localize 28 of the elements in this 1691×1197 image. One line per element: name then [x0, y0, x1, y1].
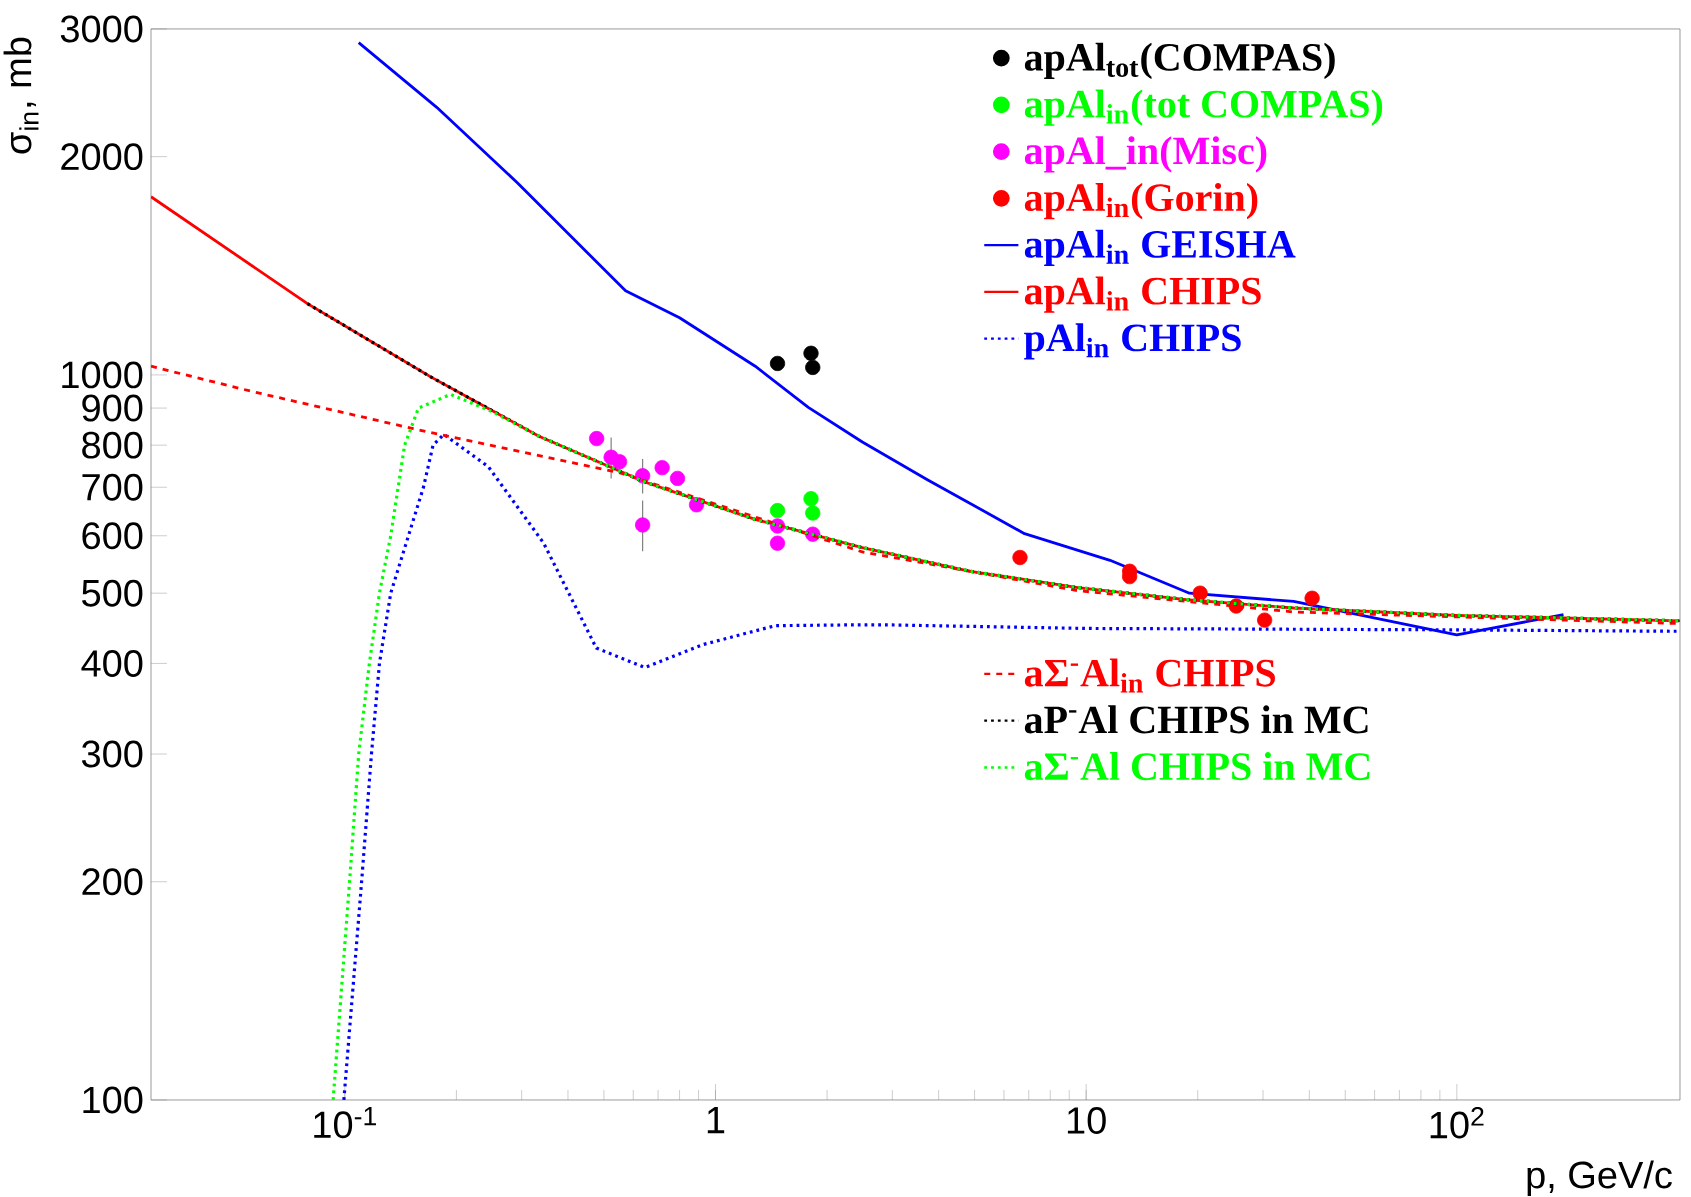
x-tick-label: 10 [1067, 1107, 1106, 1134]
legend-label: aP$^{-}$Al CHIPS in MC [1024, 705, 1368, 734]
y-tick-label: 3000 [60, 15, 143, 43]
legend-label: aΣ$^{-}$Al$_{in}$ CHIPS [1024, 658, 1275, 693]
y-tick-label: 700 [82, 473, 143, 501]
y-tick-label: 300 [81, 740, 143, 768]
x-axis-title: p, GeV/c [1527, 1160, 1672, 1196]
legend-label: apAl$_{tot}$(COMPAS) [1024, 42, 1335, 79]
y-tick-label: 600 [82, 522, 143, 550]
y-tick-label: 100 [83, 1086, 143, 1114]
legend-label: apAl$_{in}$ CHIPS [1024, 276, 1261, 313]
y-tick-label: 200 [82, 868, 143, 896]
legend-label: apAl$_{in}$(tot COMPAS) [1024, 89, 1383, 126]
x-tick-label: 10$^{2}$ [1430, 1107, 1484, 1139]
legend-label: aΣ$^{-}$Al CHIPS in MC [1024, 752, 1370, 781]
x-tick-label: 1 [707, 1107, 725, 1134]
legend-label: apAl$_{in}$ GEISHA [1024, 229, 1296, 266]
legend-label: apAl_in(Misc) [1024, 136, 1267, 173]
y-tick-label: 800 [82, 431, 143, 459]
y-tick-label: 400 [81, 649, 143, 677]
x-tick-label: 10$^{-1}$ [314, 1107, 376, 1139]
y-tick-label: 500 [82, 579, 143, 607]
y-tick-label: 1000 [62, 361, 143, 389]
y-tick-label: 2000 [61, 143, 143, 171]
y-axis-title: σ$_{in}$, mb [3, 37, 39, 154]
legend-label: apAl$_{in}$(Gorin) [1024, 182, 1258, 220]
y-tick-label: 900 [82, 394, 143, 422]
legend-label: pAl$_{in}$ CHIPS [1024, 323, 1241, 360]
